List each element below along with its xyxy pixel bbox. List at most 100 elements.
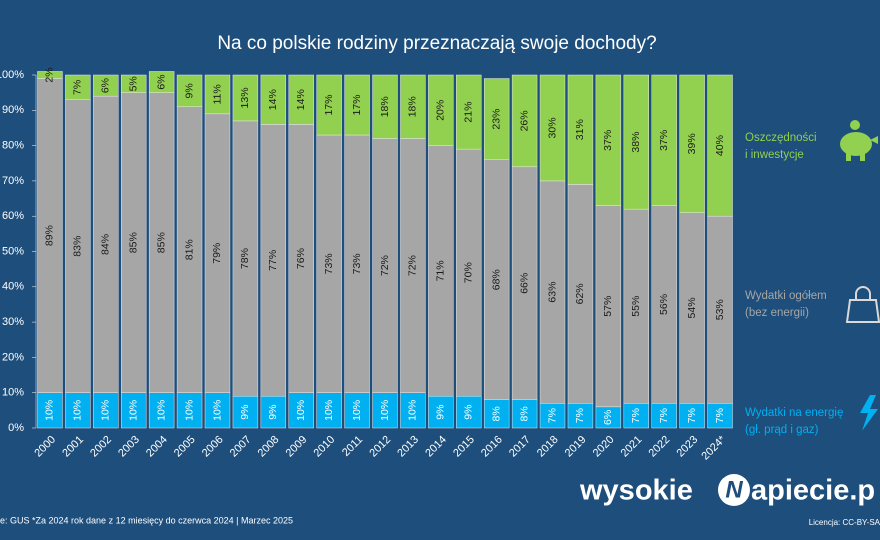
bar-segment xyxy=(204,74,231,115)
legend-entry: Wydatki na energię (gł. prąd i gaz) xyxy=(745,407,844,436)
legend-entry: Wydatki ogółem (bez energii) xyxy=(745,290,827,319)
value-label: 10% xyxy=(351,400,363,421)
value-label: 57% xyxy=(602,296,614,317)
value-label: 18% xyxy=(379,96,391,117)
value-label: 7% xyxy=(72,80,84,95)
bar-segment xyxy=(288,392,314,429)
value-label: 17% xyxy=(323,94,335,115)
logo-circle xyxy=(718,474,750,506)
bar-segment xyxy=(539,403,566,429)
bar-segment xyxy=(539,180,566,404)
bar-segment xyxy=(623,74,649,210)
bar-segment xyxy=(707,215,733,404)
x-tick-label: 2020 xyxy=(591,434,617,460)
x-tick-label: 2012 xyxy=(367,434,393,460)
value-label: 79% xyxy=(211,243,223,264)
x-tick-label: 2003 xyxy=(116,434,142,460)
y-tick-label: 50% xyxy=(2,245,24,257)
x-tick-label: 2010 xyxy=(312,434,338,460)
value-label: 77% xyxy=(267,250,279,271)
value-label: 7% xyxy=(714,408,726,423)
value-label: 21% xyxy=(463,102,475,123)
value-label: 85% xyxy=(155,232,167,253)
x-tick-label: 2008 xyxy=(256,434,282,460)
value-label: 18% xyxy=(407,96,419,117)
bar-segment xyxy=(372,392,398,429)
x-tick-label: 2004 xyxy=(144,434,170,460)
value-label: 10% xyxy=(407,400,419,421)
logo-text: wysokie xyxy=(579,475,693,507)
bar-segment xyxy=(400,74,426,139)
plot: 10% 89% 2% 10% 83% 7% 10% 84% 6% 10% 85% 5% 10% 85% 6%… xyxy=(37,67,733,429)
bar-segment xyxy=(483,399,510,429)
bar-segment xyxy=(595,205,622,408)
bar-segment xyxy=(148,71,175,93)
bar-segment xyxy=(121,74,147,93)
bar-segment xyxy=(651,205,677,404)
value-label: 56% xyxy=(658,294,670,315)
value-label: 7% xyxy=(686,408,698,423)
y-tick-label: 0% xyxy=(8,422,24,434)
value-label: 68% xyxy=(490,269,502,290)
y-tick-label: 30% xyxy=(2,316,24,328)
value-label: 23% xyxy=(490,109,502,130)
value-label: 13% xyxy=(239,87,251,108)
x-tick-label: 2007 xyxy=(228,434,254,460)
value-label: 7% xyxy=(546,408,558,423)
bar-segment xyxy=(539,74,566,182)
x-tick-label: 2006 xyxy=(200,434,226,460)
value-label: 10% xyxy=(72,400,84,421)
bar-segment xyxy=(204,113,231,393)
bar-segment xyxy=(93,95,119,393)
value-label: 9% xyxy=(267,405,279,420)
x-tick-label: 2011 xyxy=(340,434,365,459)
bar-segment xyxy=(707,74,733,217)
bar-segment xyxy=(428,145,454,397)
bar-segment xyxy=(372,138,398,393)
value-label: 70% xyxy=(463,262,475,283)
chart-title: Na co polskie rodziny przeznaczają swoje… xyxy=(217,33,656,54)
y-tick-label: 20% xyxy=(2,351,24,363)
value-label: 14% xyxy=(267,89,279,110)
value-label: 10% xyxy=(295,400,307,421)
bar-segment xyxy=(176,392,203,429)
bar-segment xyxy=(37,392,63,429)
bar-segment xyxy=(707,403,733,429)
bar-segment xyxy=(511,166,538,401)
bar-segment xyxy=(400,392,426,429)
bar-segment xyxy=(623,208,649,404)
y-tick-label: 90% xyxy=(2,104,24,116)
value-label: 14% xyxy=(295,89,307,110)
value-label: 5% xyxy=(128,76,140,91)
value-label: 66% xyxy=(518,273,530,294)
bar-segment xyxy=(679,403,705,429)
bar-segment xyxy=(595,74,622,206)
x-tick-label: 2015 xyxy=(451,434,477,460)
value-label: 62% xyxy=(574,283,586,304)
bar-segment xyxy=(679,212,705,404)
value-label: 55% xyxy=(630,296,642,317)
bar-segment xyxy=(316,74,342,136)
x-tick-label: 2023 xyxy=(674,434,700,460)
value-label: 37% xyxy=(602,130,614,151)
bar-segment xyxy=(511,74,538,168)
value-label: 9% xyxy=(239,405,251,420)
value-label: 26% xyxy=(518,110,530,131)
value-label: 9% xyxy=(435,405,447,420)
x-tick-label: 2009 xyxy=(284,434,310,460)
value-label: 17% xyxy=(351,94,363,115)
bar-segment xyxy=(176,74,203,108)
footer: e: GUS *Za 2024 rok dane z 12 miesięcy d… xyxy=(0,515,293,525)
bar-segment xyxy=(121,392,147,429)
value-label: 8% xyxy=(518,406,530,421)
bar-segment xyxy=(260,74,287,125)
x-tick-label: 2018 xyxy=(535,434,561,460)
x-tick-label: 2024* xyxy=(699,433,728,462)
bar-segment xyxy=(93,74,119,97)
x-tick-label: 2005 xyxy=(172,434,198,460)
value-label: 37% xyxy=(658,130,670,151)
value-label: 10% xyxy=(128,400,140,421)
value-label: 73% xyxy=(351,253,363,274)
value-label: 38% xyxy=(630,132,642,153)
